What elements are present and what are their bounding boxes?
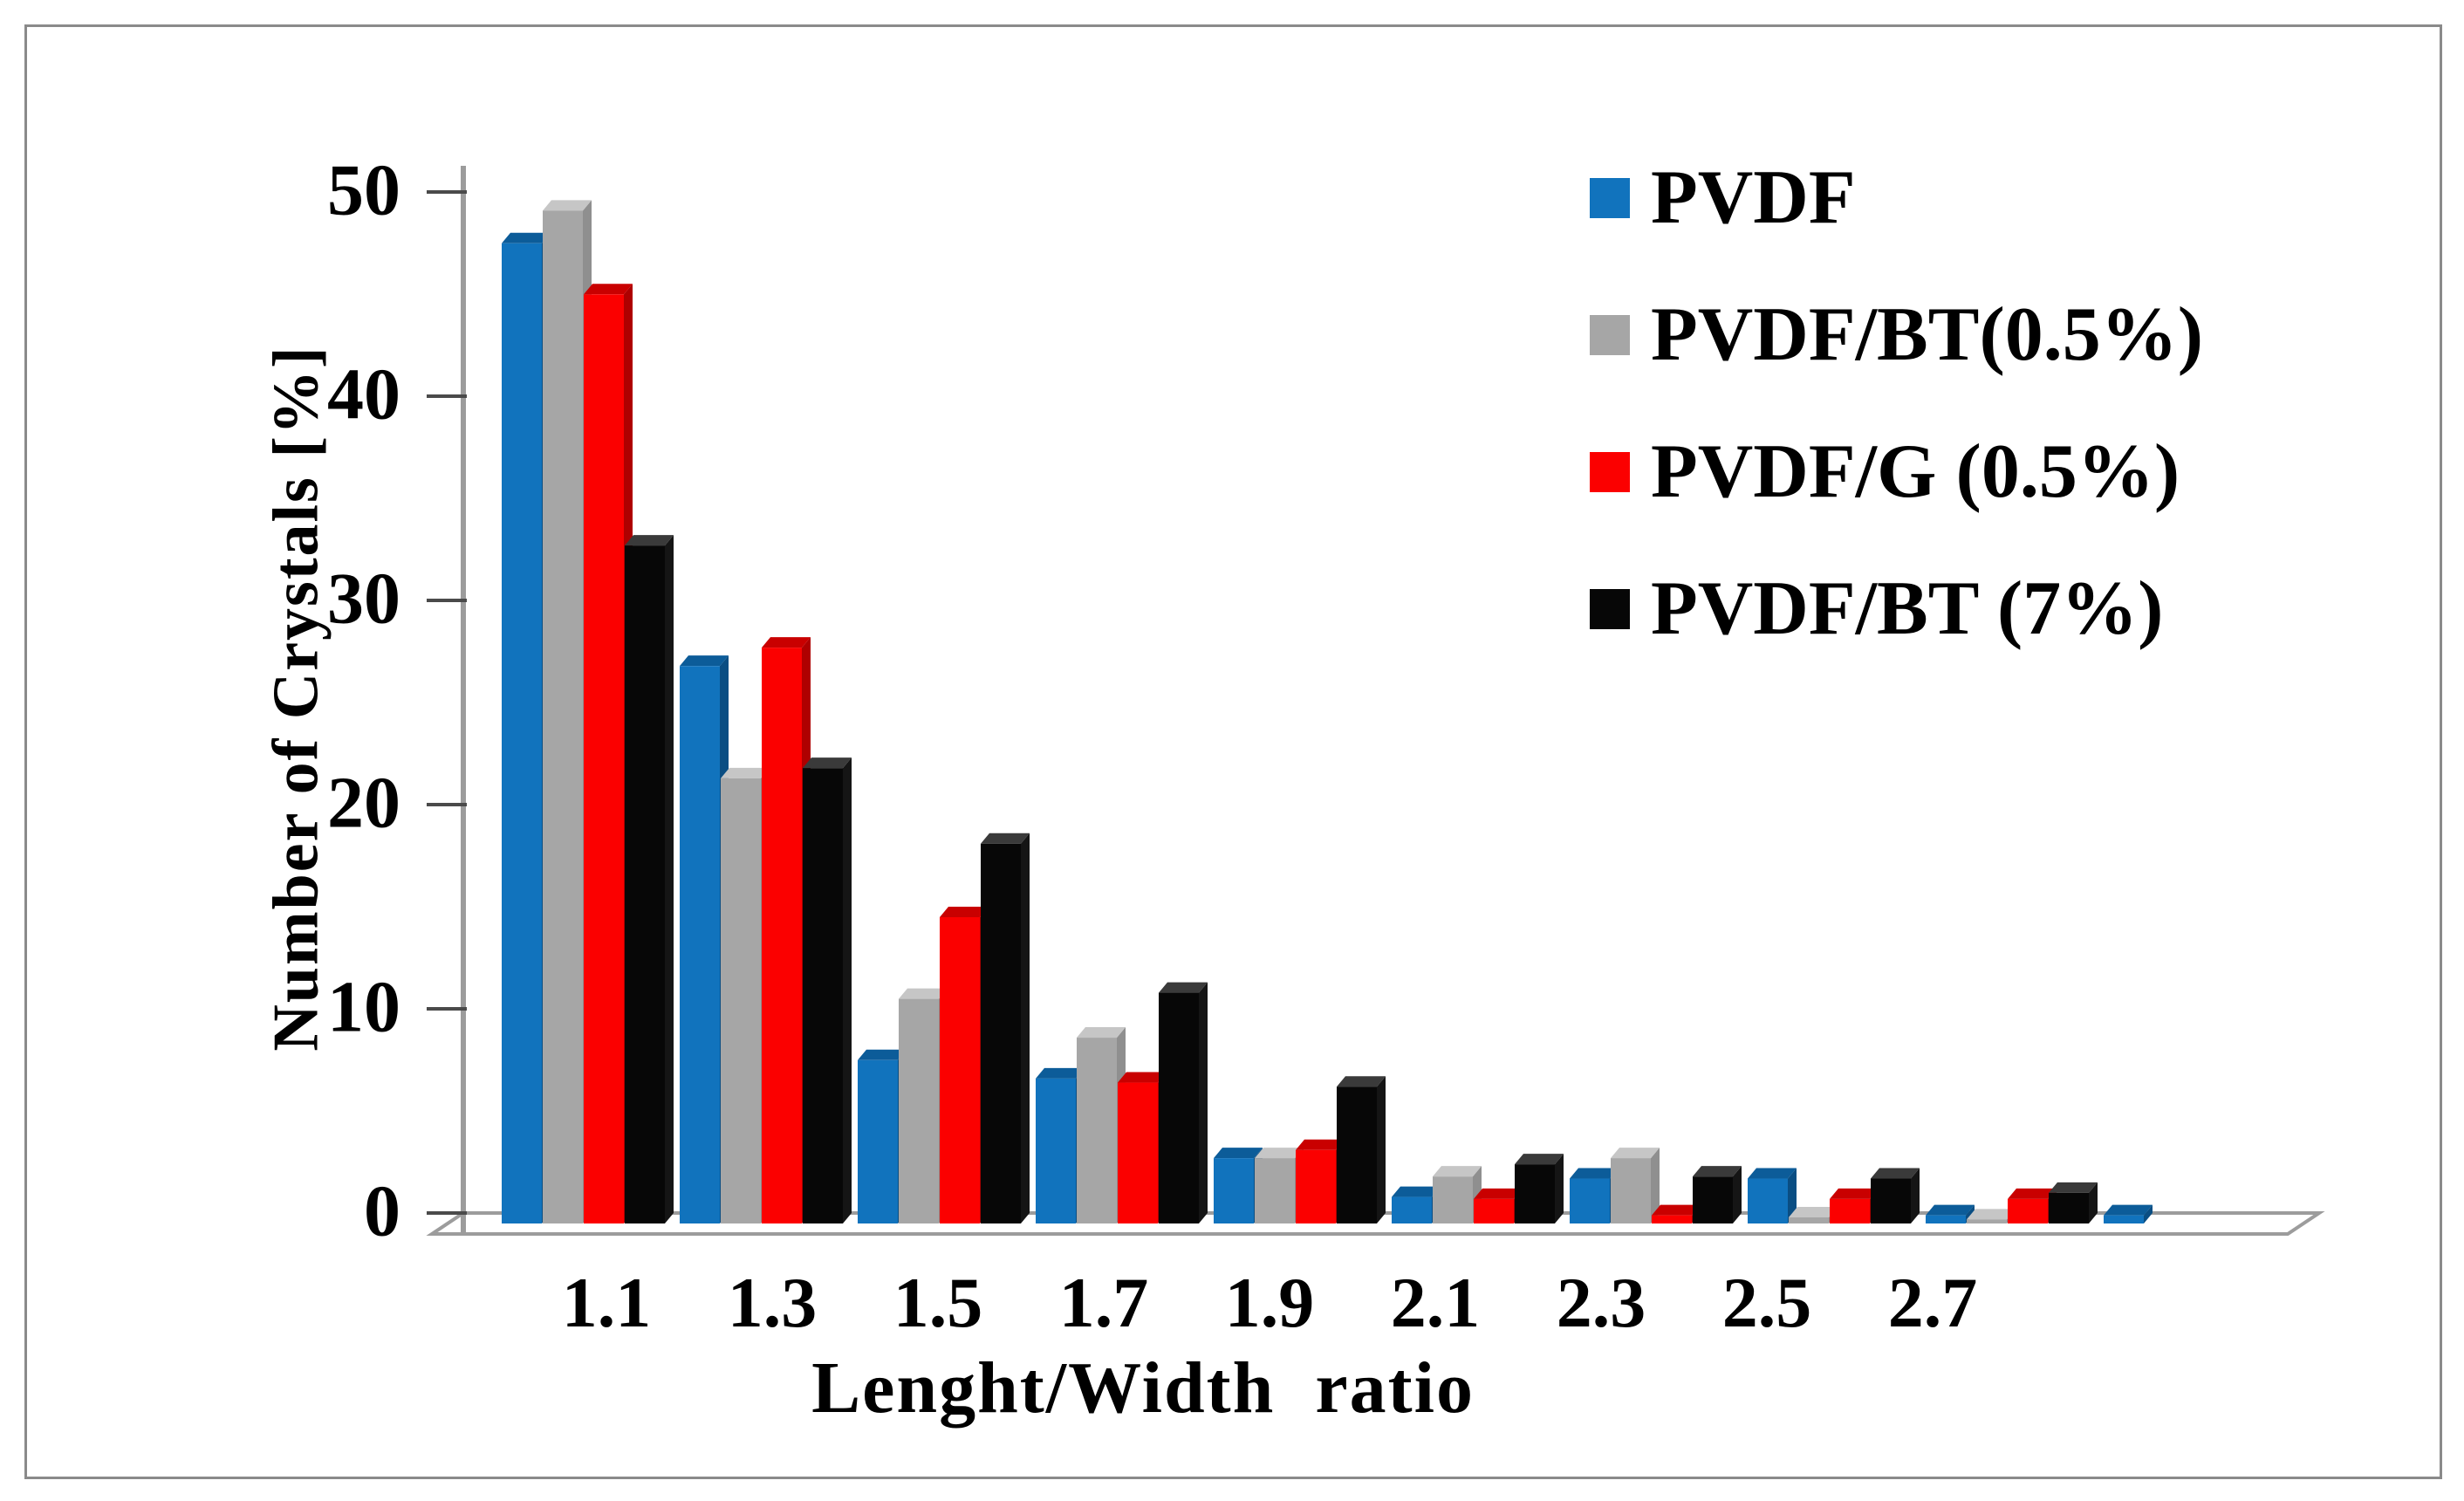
legend-swatch-pvdf-bt7 <box>1590 589 1630 629</box>
y-tick-label: 10 <box>327 966 400 1048</box>
bar-PVDF/BT (7%)-2.7 <box>2049 1182 2098 1223</box>
bar-PVDF/BT (7%)-2.3 <box>1693 1166 1742 1223</box>
legend-item-pvdf-bt7: PVDF/BT (7%) <box>1590 569 2163 649</box>
bar-PVDF/BT (7%)-1.9 <box>1337 1076 1386 1223</box>
legend-item-pvdf-g05: PVDF/G (0.5%) <box>1590 432 2180 512</box>
y-tick-label: 20 <box>327 762 400 844</box>
legend-item-pvdf: PVDF <box>1590 158 1856 238</box>
y-axis-title: Number of Crystals [%] <box>260 345 332 1052</box>
y-tick-label: 50 <box>327 149 400 231</box>
x-tick-label: 2.5 <box>1721 1263 1812 1342</box>
legend-label-pvdf-g05: PVDF/G (0.5%) <box>1651 429 2180 514</box>
bar-PVDF-2.3 <box>1570 1168 1619 1223</box>
x-tick-label: 1.7 <box>1058 1263 1149 1342</box>
figure-border <box>24 24 2442 1479</box>
legend-swatch-pvdf-bt05 <box>1590 315 1630 355</box>
x-tick-label: 2.3 <box>1556 1263 1646 1342</box>
y-tick-label: 40 <box>327 353 400 435</box>
legend-label-pvdf-bt05: PVDF/BT(0.5%) <box>1651 292 2204 377</box>
bar-PVDF/BT (7%)-1.5 <box>981 833 1030 1223</box>
bar-PVDF/BT (7%)-1.7 <box>1159 982 1208 1223</box>
x-tick-label: 2.7 <box>1887 1263 1978 1342</box>
legend-label-pvdf-bt7: PVDF/BT (7%) <box>1651 566 2164 651</box>
x-tick-label: 1.1 <box>561 1263 652 1342</box>
legend-item-pvdf-bt05: PVDF/BT(0.5%) <box>1590 295 2203 375</box>
bar-PVDF/BT (7%)-2.5 <box>1871 1168 1920 1223</box>
bar-PVDF-last <box>2104 1204 2153 1223</box>
y-tick-label: 30 <box>327 558 400 640</box>
x-tick-label: 1.3 <box>727 1263 818 1342</box>
x-tick-label: 1.5 <box>893 1263 983 1342</box>
bar-PVDF/BT (7%)-1.3 <box>803 757 852 1223</box>
x-axis-title: Lenght/Width ratio <box>811 1347 1475 1429</box>
y-tick-label: 0 <box>364 1170 400 1252</box>
bar-PVDF/BT (7%)-2.1 <box>1515 1154 1564 1223</box>
legend-label-pvdf: PVDF <box>1651 155 1856 240</box>
x-tick-label: 2.1 <box>1390 1263 1481 1342</box>
legend-swatch-pvdf-g05 <box>1590 452 1630 492</box>
bar-PVDF-2.5 <box>1748 1168 1797 1223</box>
x-tick-label: 1.9 <box>1224 1263 1315 1342</box>
legend-swatch-pvdf <box>1590 178 1630 218</box>
bar-PVDF/BT(0.5%)-2.3 <box>1611 1148 1660 1223</box>
bar-PVDF/BT (7%)-1.1 <box>625 535 674 1223</box>
